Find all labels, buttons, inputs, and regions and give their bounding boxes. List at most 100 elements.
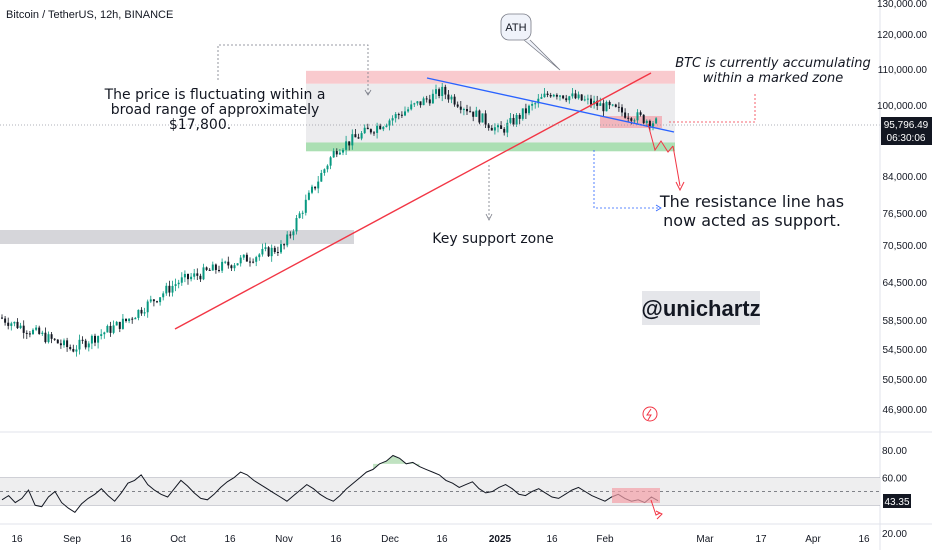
candle-body: [404, 111, 406, 116]
candle-body: [311, 186, 313, 193]
candle-body: [562, 95, 565, 99]
candle-body: [156, 301, 158, 303]
candle-body: [543, 93, 546, 98]
candle-body: [655, 118, 658, 124]
candle-body: [149, 299, 152, 302]
candle-body: [137, 309, 140, 318]
candle-body: [509, 117, 512, 123]
support-zone-label: Key support zone: [432, 231, 553, 247]
candle-body: [211, 264, 214, 271]
candle-body: [487, 124, 490, 128]
candle-body: [304, 199, 307, 213]
candle-body: [218, 269, 220, 271]
candle-body: [125, 318, 127, 322]
range-note-connector: [217, 44, 369, 94]
rsi-projection-arrowhead: [655, 510, 663, 520]
candle-body: [376, 125, 379, 133]
candle-body: [317, 181, 320, 189]
time-tick-label: 16: [436, 534, 448, 545]
current-price-label: 95,796.49: [884, 120, 929, 131]
candle-body: [493, 127, 496, 131]
candle-body: [187, 273, 189, 280]
candle-body: [459, 106, 462, 110]
candle-body: [298, 213, 301, 219]
candle-body: [270, 247, 273, 257]
candle-body: [245, 254, 248, 262]
candle-body: [617, 106, 620, 108]
candle-body: [264, 247, 267, 249]
candle-body: [35, 327, 38, 330]
candle-body: [165, 285, 168, 294]
rsi-tick-label: 20.00: [882, 529, 907, 540]
candle-body: [503, 128, 506, 133]
candle-body: [568, 96, 571, 101]
candle-body: [168, 285, 171, 293]
candle-body: [13, 321, 16, 324]
accumulation-note-connector: [668, 94, 756, 123]
accumulation-note-line: within a marked zone: [703, 71, 844, 86]
price-tick-label: 64,500.00: [883, 278, 928, 289]
candle-body: [242, 254, 245, 258]
candle-body: [537, 98, 540, 104]
candle-body: [469, 111, 472, 113]
candle-body: [196, 273, 199, 276]
candle-body: [66, 340, 69, 348]
candle-body: [128, 318, 131, 322]
price-tick-label: 46,900.00: [883, 405, 928, 416]
candle-body: [652, 123, 654, 127]
candle-body: [407, 109, 410, 112]
candle-body: [528, 105, 530, 114]
candle-body: [379, 125, 382, 130]
candle-body: [500, 125, 503, 129]
rsi-projection: [650, 499, 661, 516]
candle-body: [152, 299, 155, 302]
candle-body: [484, 113, 487, 125]
candle-body: [419, 101, 422, 106]
candle-body: [345, 141, 348, 150]
candle-body: [118, 321, 121, 329]
candle-body: [369, 129, 372, 133]
candle-body: [202, 267, 205, 280]
candle-body: [531, 104, 534, 106]
candle-body: [171, 285, 174, 293]
projected-path: [647, 123, 674, 153]
time-tick-label: 2025: [489, 534, 512, 545]
candle-body: [78, 339, 81, 350]
candle-body: [373, 132, 375, 134]
candle-body: [159, 297, 162, 303]
previous-zone: [0, 230, 354, 244]
candle-body: [596, 100, 599, 106]
candle-body: [103, 332, 106, 335]
price-tick-label: 120,000.00: [877, 30, 927, 41]
candle-body: [224, 261, 227, 263]
candle-body: [478, 110, 481, 123]
candle-body: [354, 134, 357, 138]
zones-layer: [0, 70, 675, 244]
candle-body: [441, 86, 444, 97]
support-zone: [306, 142, 675, 152]
time-tick-label: 16: [546, 534, 558, 545]
candle-body: [642, 114, 645, 124]
range-note-arrowhead: [364, 89, 372, 96]
price-tick-label: 84,000.00: [883, 172, 928, 183]
candle-body: [143, 312, 146, 314]
candle-body: [540, 97, 543, 99]
rsi-tick-label: 60.00: [882, 474, 907, 485]
candle-body: [608, 101, 611, 106]
candle-body: [38, 327, 41, 334]
candle-body: [586, 98, 589, 100]
time-tick-label: Mar: [696, 534, 714, 545]
candle-body: [283, 244, 286, 246]
candle-body: [255, 257, 258, 262]
candle-body: [75, 349, 78, 352]
ath-callout: [500, 13, 532, 41]
candle-body: [648, 120, 651, 127]
candle-body: [490, 127, 493, 131]
candle-body: [56, 339, 59, 344]
candle-body: [10, 323, 13, 326]
candle-body: [199, 275, 202, 280]
candle-body: [162, 293, 165, 298]
rsi-current-label: 43.35: [884, 497, 909, 508]
candle-body: [236, 263, 239, 266]
candle-body: [515, 114, 518, 125]
